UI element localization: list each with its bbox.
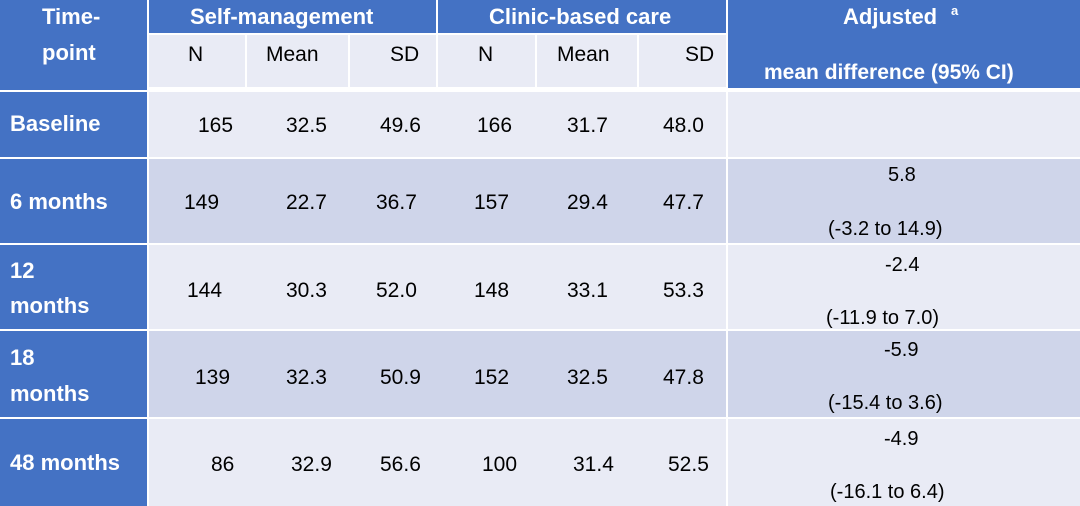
cell-adjusted-ci: (-11.9 to 7.0) [826,307,940,329]
subheader-cb-n-cell [438,35,535,87]
row-baseline-data-cell [149,92,726,157]
subheader-sm-sd-cell [350,35,436,87]
cell-cb-sd: 47.8 [663,366,704,389]
row-label-line2: months [10,381,90,406]
cell-sm-sd: 56.6 [380,453,421,476]
header-timepoint-cell [0,0,147,90]
header-group2-title: Clinic-based care [489,4,672,29]
subheader-cb-n: N [478,43,494,66]
subheader-cb-sd-cell [639,35,726,87]
cell-cb-mean: 33.1 [567,279,608,302]
row-label-line2: months [10,293,90,318]
cell-sm-sd: 49.6 [380,114,421,137]
cell-sm-n: 144 [187,279,223,302]
cell-sm-mean: 32.3 [286,366,327,389]
subheader-sm-mean-cell [247,35,348,87]
header-adjusted-title: Adjusted [843,4,938,29]
row-12m-data-cell [149,245,726,329]
cell-sm-sd: 52.0 [376,279,417,302]
header-group1-cell [149,0,436,33]
header-group1-title: Self-management [190,4,374,29]
row-label: 48 months [10,450,121,475]
row-48m-data-cell [149,419,726,506]
row-label: 6 months [10,189,108,214]
row-18m-data-cell [149,331,726,417]
cell-cb-mean: 32.5 [567,366,608,389]
row-6m-label-cell [0,159,147,243]
cell-adjusted-diff: 5.8 [888,164,916,186]
cell-adjusted-diff: -2.4 [885,254,920,276]
cell-sm-sd: 36.7 [376,191,417,214]
subheader-cb-mean-cell [537,35,637,87]
row-12m-label-cell [0,245,147,329]
cell-sm-mean: 32.9 [291,453,332,476]
cell-sm-n: 165 [198,114,234,137]
cell-sm-mean: 30.3 [286,279,327,302]
subheader-sm-n-cell [149,35,245,87]
cell-adjusted-ci: (-15.4 to 3.6) [828,392,943,414]
row-48m-label-cell [0,419,147,506]
header-timepoint-line1: Time- [42,4,101,29]
cell-cb-n: 100 [482,453,518,476]
subheader-sm-mean: Mean [266,43,319,66]
subheader-sm-sd: SD [390,43,420,66]
header-group2-cell [438,0,726,33]
row-18m-label-cell [0,331,147,417]
cell-adjusted-ci: (-16.1 to 6.4) [830,481,945,503]
cell-cb-sd: 52.5 [668,453,709,476]
cell-cb-n: 166 [477,114,513,137]
cell-cb-sd: 47.7 [663,191,704,214]
header-adjusted-line2: mean difference (95% CI) [764,61,1014,84]
subheader-sm-n: N [188,43,204,66]
cell-cb-mean: 29.4 [567,191,608,214]
row-label: 12 [10,258,35,283]
cell-cb-n: 157 [474,191,510,214]
cell-sm-n: 139 [195,366,231,389]
row-baseline-diff-cell [728,92,1080,157]
cell-adjusted-ci: (-3.2 to 14.9) [828,218,943,240]
row-label: Baseline [10,111,101,136]
row-6m-data-cell [149,159,726,243]
cell-adjusted-diff: -4.9 [884,428,919,450]
cell-sm-mean: 32.5 [286,114,327,137]
cell-cb-mean: 31.7 [567,114,608,137]
subheader-cb-mean: Mean [557,43,610,66]
header-adjusted-superscript: a [951,3,959,18]
row-baseline-label-cell [0,92,147,157]
row-label: 18 [10,345,35,370]
cell-sm-mean: 22.7 [286,191,327,214]
cell-cb-mean: 31.4 [573,453,614,476]
row-48m-diff-cell [728,419,1080,506]
cell-cb-n: 152 [474,366,510,389]
cell-sm-sd: 50.9 [380,366,421,389]
header-timepoint-line2: point [42,40,96,65]
row-12m-diff-cell [728,245,1080,329]
subheader-cb-sd: SD [685,43,715,66]
cell-cb-sd: 48.0 [663,114,704,137]
cell-sm-n: 149 [184,191,220,214]
cell-adjusted-diff: -5.9 [884,339,919,361]
cell-cb-n: 148 [474,279,510,302]
cell-cb-sd: 53.3 [663,279,704,302]
header-adjusted-cell [728,0,1080,88]
cell-sm-n: 86 [211,453,235,476]
row-18m-diff-cell [728,331,1080,417]
row-6m-diff-cell [728,159,1080,243]
